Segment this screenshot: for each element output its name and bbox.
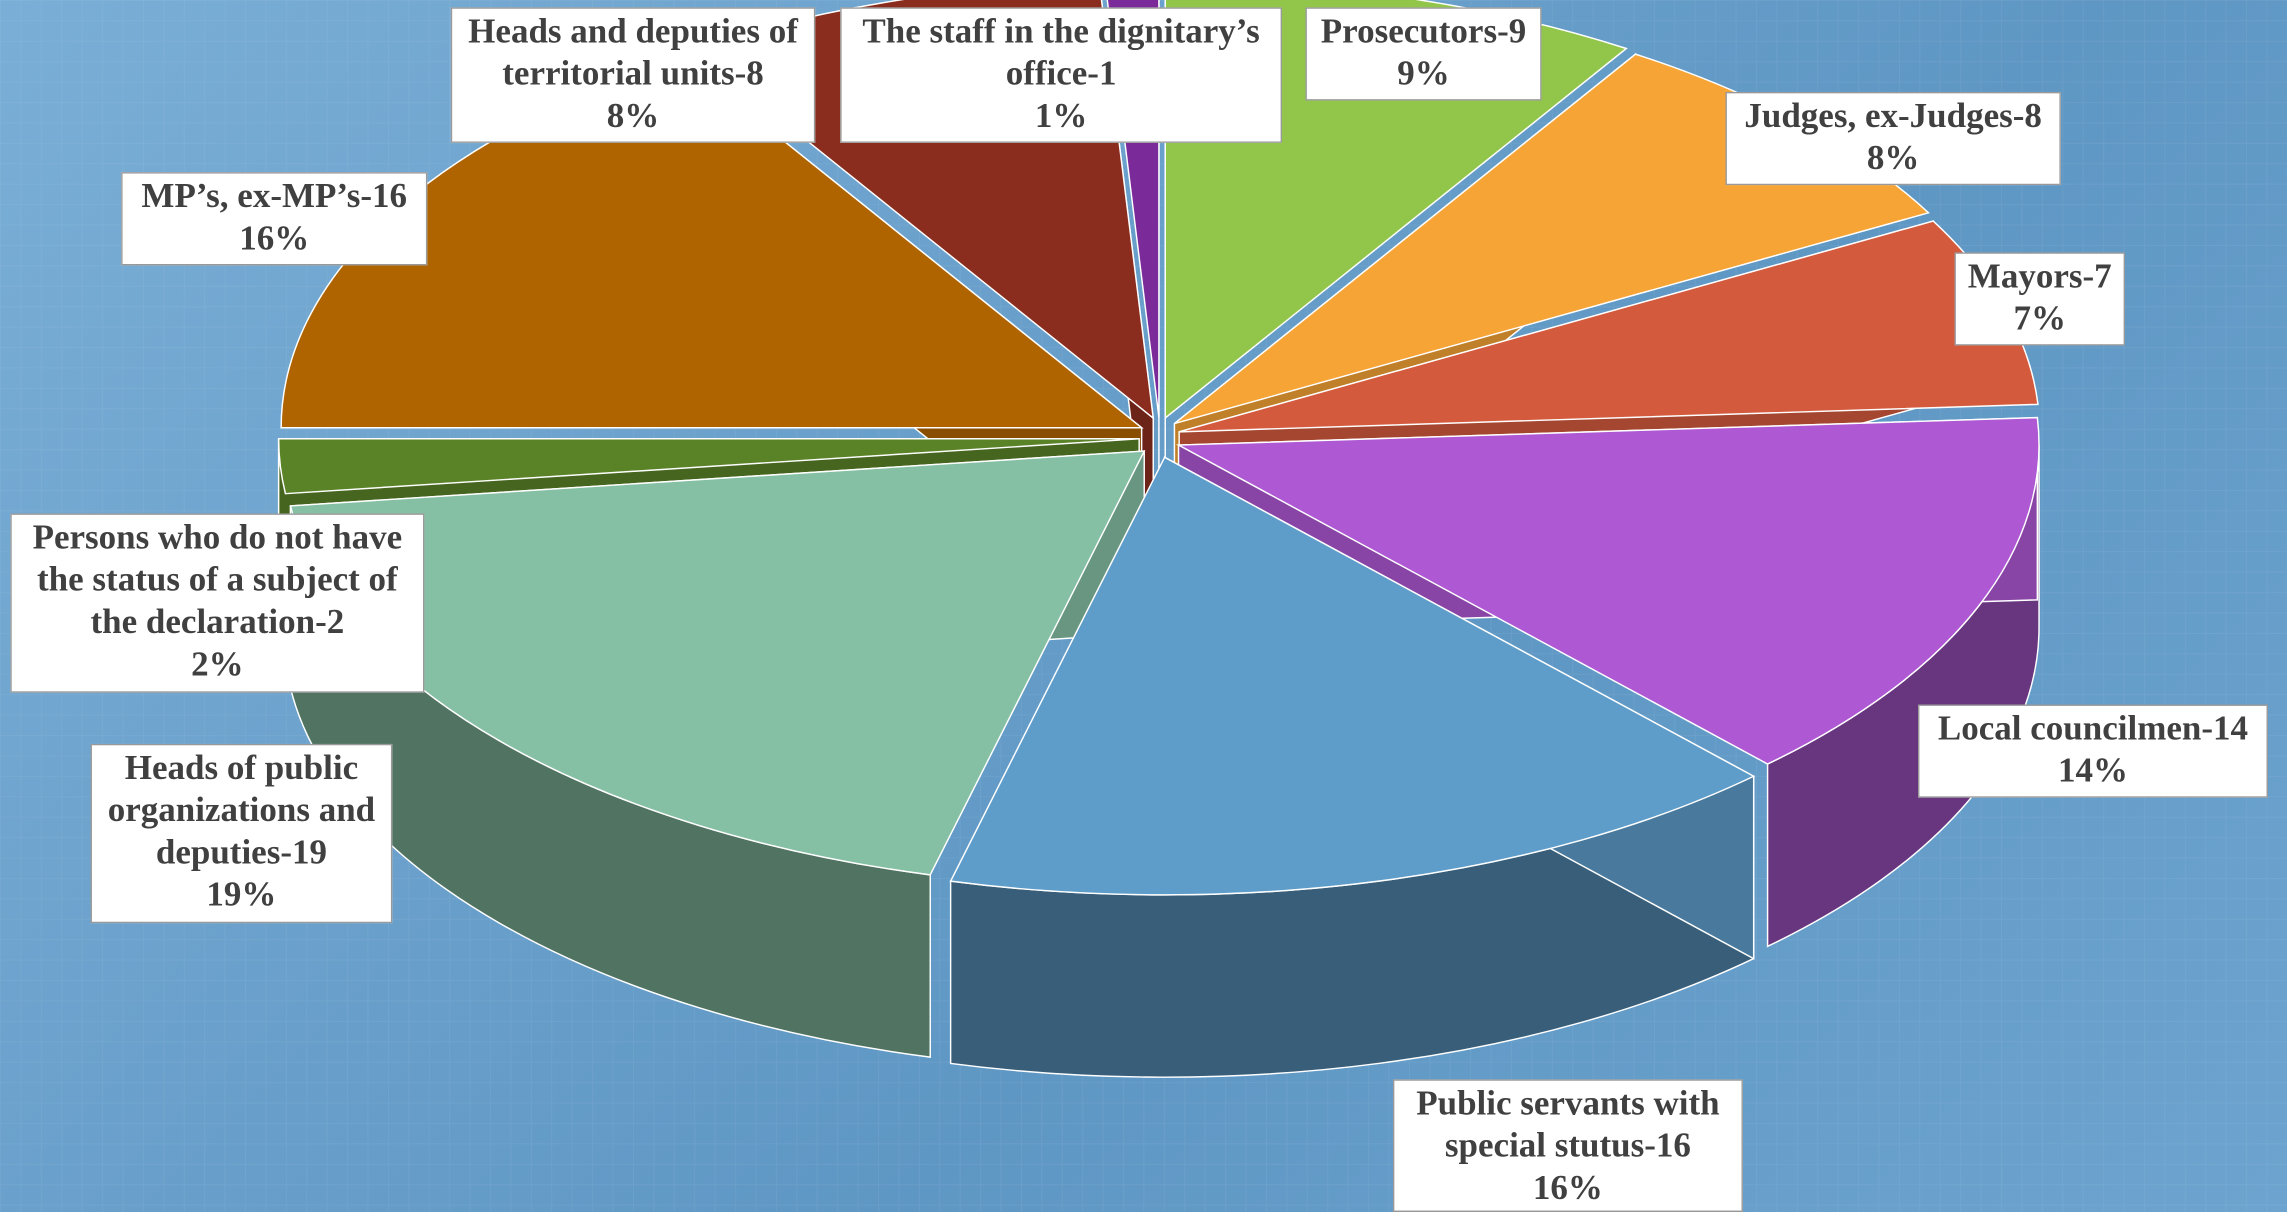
value-label: 1% (1034, 97, 1088, 136)
value-label: 19% (206, 876, 277, 915)
category-label: Persons who do not have the status of a … (32, 519, 403, 642)
data-label: Judges, ex-Judges-8 8% (1725, 91, 2061, 186)
category-label: Public servants with special stutus-16 (1416, 1085, 1720, 1166)
slice (277, 438, 1140, 495)
label-box: Heads and deputies of territorial units-… (450, 7, 816, 143)
slice (1175, 416, 2040, 765)
category-label: The staff in the dignitary’s office-1 (862, 13, 1260, 94)
label-box: Mayors-7 7% (1954, 252, 2126, 346)
value-label: 16% (239, 220, 310, 259)
category-label: Heads of public organizations and deputi… (107, 749, 376, 873)
value-label: 8% (606, 97, 660, 136)
category-label: MP’s, ex-MP’s-16 (141, 177, 408, 216)
label-box: The staff in the dignitary’s office-1 1% (840, 7, 1283, 143)
data-label: Prosecutors-99% (1305, 7, 1542, 101)
value-label: 14% (2057, 752, 2128, 791)
category-label: Mayors-7 (1967, 258, 2112, 297)
data-label: Heads of public organizations and deputi… (90, 743, 393, 924)
value-label: 8% (1866, 140, 1920, 178)
label-box: Judges, ex-Judges-8 8% (1725, 91, 2061, 186)
value-label: 2% (191, 646, 244, 685)
data-label: Persons who do not have the status of a … (10, 513, 425, 693)
value-label: 7% (2013, 300, 2066, 339)
label-box: Heads of public organizations and deputi… (90, 743, 393, 924)
label-box: Prosecutors-9 9% (1305, 7, 1542, 101)
category-label: Local councilmen-14 (1937, 710, 2249, 749)
category-label: Prosecutors-9 (1320, 13, 1527, 52)
category-label: Heads and deputies of territorial units-… (468, 13, 798, 94)
value-label: 16% (1532, 1169, 1603, 1208)
slice (949, 456, 1756, 896)
label-box: Persons who do not have the status of a … (10, 513, 425, 693)
label-box: MP’s, ex-MP’s-16 16% (121, 172, 428, 266)
data-label: Public servants with special stutus-1616… (1392, 1079, 1743, 1212)
data-label: The staff in the dignitary’s office-11% (840, 7, 1283, 143)
category-label: Judges, ex-Judges-8 (1744, 97, 2042, 136)
data-label: MP’s, ex-MP’s-16 16% (121, 172, 428, 266)
data-label: Mayors-77% (1954, 252, 2126, 346)
data-label: Heads and deputies of territorial units-… (450, 7, 816, 143)
label-box: Local councilmen-14 14% (1917, 704, 2268, 798)
label-box: Public servants with special stutus-16 16… (1392, 1079, 1743, 1212)
value-label: 9% (1397, 55, 1450, 94)
